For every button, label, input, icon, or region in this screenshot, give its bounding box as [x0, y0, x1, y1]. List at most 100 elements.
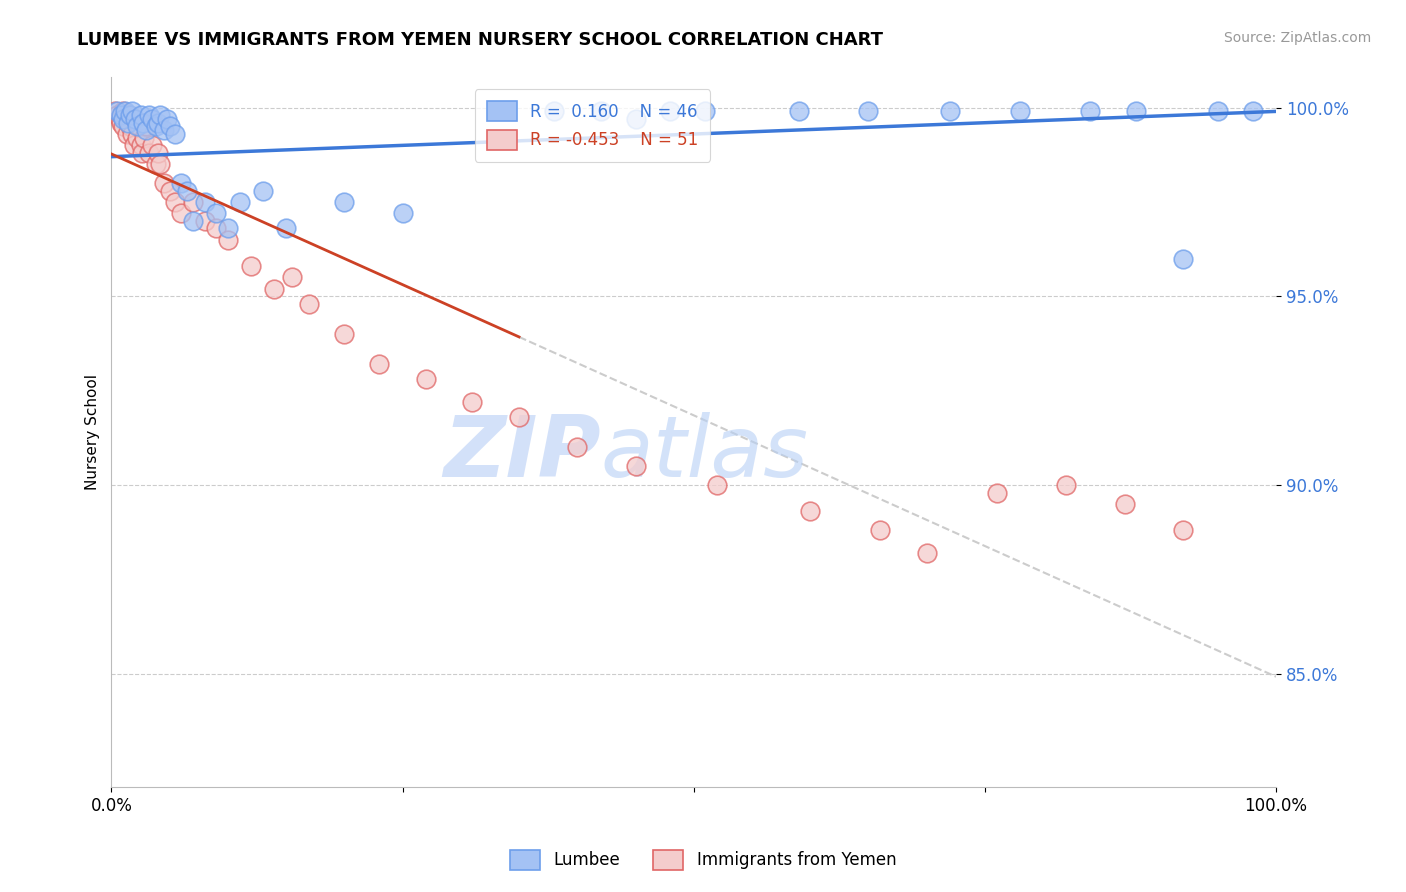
Point [869, 523, 891, 537]
Point [108, 112, 131, 126]
Point [112, 104, 135, 119]
Point [110, 116, 132, 130]
Point [298, 297, 321, 311]
Point [141, 138, 163, 153]
Point [149, 108, 172, 122]
Point [217, 221, 239, 235]
Point [118, 108, 141, 122]
Point [129, 138, 152, 153]
Point [1056, 478, 1078, 492]
Point [915, 546, 938, 560]
Text: LUMBEE VS IMMIGRANTS FROM YEMEN NURSERY SCHOOL CORRELATION CHART: LUMBEE VS IMMIGRANTS FROM YEMEN NURSERY … [77, 31, 883, 49]
Point [145, 157, 167, 171]
Point [274, 221, 297, 235]
Point [146, 116, 169, 130]
Point [118, 120, 141, 134]
Point [695, 104, 717, 119]
Point [105, 108, 128, 122]
Point [333, 194, 356, 209]
Point [146, 145, 169, 160]
Text: Source: ZipAtlas.com: Source: ZipAtlas.com [1223, 31, 1371, 45]
Point [145, 120, 167, 134]
Point [263, 282, 285, 296]
Point [124, 112, 146, 126]
Point [125, 131, 148, 145]
Point [624, 112, 647, 126]
Point [415, 372, 437, 386]
Point [205, 221, 228, 235]
Point [153, 123, 176, 137]
Point [194, 194, 217, 209]
Point [135, 120, 157, 134]
Point [1171, 523, 1194, 537]
Point [156, 112, 179, 126]
Point [181, 194, 204, 209]
Point [159, 120, 181, 134]
Point [125, 120, 148, 134]
Point [508, 410, 530, 425]
Point [939, 104, 962, 119]
Point [1125, 104, 1147, 119]
Point [217, 233, 239, 247]
Point [131, 145, 153, 160]
Point [112, 112, 135, 126]
Point [149, 157, 172, 171]
Y-axis label: Nursery School: Nursery School [86, 374, 100, 490]
Point [1171, 252, 1194, 266]
Point [132, 131, 155, 145]
Point [170, 176, 193, 190]
Point [543, 104, 565, 119]
Point [281, 270, 304, 285]
Point [659, 104, 682, 119]
Point [121, 104, 143, 119]
Text: atlas: atlas [600, 412, 808, 495]
Legend: Lumbee, Immigrants from Yemen: Lumbee, Immigrants from Yemen [503, 843, 903, 877]
Point [153, 176, 176, 190]
Point [799, 504, 821, 518]
Point [1078, 104, 1101, 119]
Point [205, 206, 228, 220]
Point [567, 440, 589, 454]
Point [1114, 497, 1136, 511]
Point [858, 104, 880, 119]
Point [461, 395, 484, 409]
Point [114, 108, 136, 122]
Point [170, 206, 193, 220]
Point [1206, 104, 1229, 119]
Point [181, 214, 204, 228]
Point [624, 459, 647, 474]
Point [118, 108, 141, 122]
Point [706, 478, 728, 492]
Point [228, 194, 250, 209]
Point [165, 194, 187, 209]
Point [986, 485, 1008, 500]
Point [165, 127, 187, 141]
Point [124, 112, 146, 126]
Point [1241, 104, 1264, 119]
Point [141, 112, 163, 126]
Point [333, 326, 356, 341]
Point [110, 108, 132, 122]
Legend: R =  0.160    N = 46, R = -0.453    N = 51: R = 0.160 N = 46, R = -0.453 N = 51 [475, 89, 710, 161]
Point [112, 120, 135, 134]
Point [132, 116, 155, 130]
Point [129, 108, 152, 122]
Point [121, 127, 143, 141]
Text: ZIP: ZIP [443, 412, 600, 495]
Point [105, 104, 128, 119]
Point [104, 104, 127, 119]
Point [114, 104, 136, 119]
Point [122, 138, 145, 153]
Point [138, 145, 160, 160]
Point [240, 259, 263, 273]
Point [135, 123, 157, 137]
Point [128, 120, 150, 134]
Point [391, 206, 413, 220]
Point [194, 214, 217, 228]
Point [1008, 104, 1031, 119]
Point [138, 108, 160, 122]
Point [252, 184, 274, 198]
Point [368, 357, 391, 371]
Point [117, 116, 139, 130]
Point [589, 104, 612, 119]
